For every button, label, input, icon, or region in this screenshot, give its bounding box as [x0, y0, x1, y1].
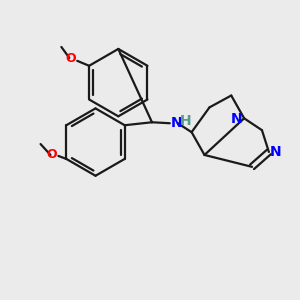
- Text: N: N: [230, 112, 242, 126]
- Text: O: O: [47, 148, 57, 161]
- Text: H: H: [180, 114, 191, 128]
- Text: O: O: [66, 52, 76, 65]
- Text: N: N: [270, 145, 281, 159]
- Text: N: N: [171, 116, 182, 130]
